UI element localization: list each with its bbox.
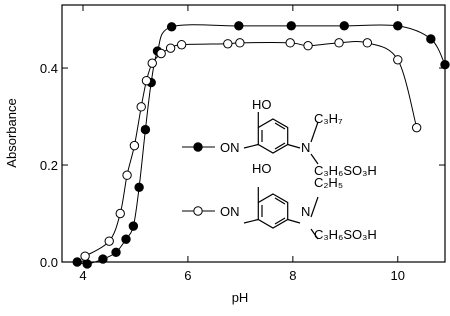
data-point [334, 38, 344, 48]
data-point [426, 34, 436, 44]
data-point [223, 39, 233, 49]
data-point [147, 58, 157, 68]
data-point [285, 38, 295, 48]
x-tick-label: 10 [391, 268, 405, 283]
data-point [136, 102, 146, 112]
y-tick-label: 0.2 [40, 158, 58, 173]
plot-frame [61, 4, 446, 263]
data-point [286, 21, 296, 31]
data-point [303, 41, 313, 51]
data-point [111, 247, 121, 258]
structure-amine: N [301, 140, 310, 155]
data-point [141, 75, 152, 86]
legend-marker [193, 142, 203, 152]
data-point [115, 208, 125, 219]
structure-r2: C₃H₆SO₃H [314, 163, 377, 178]
structure-nitroso: ON [220, 140, 240, 155]
data-point [122, 170, 132, 180]
data-point [362, 38, 373, 48]
data-point [134, 182, 144, 193]
data-point [128, 221, 139, 231]
data-point [98, 254, 108, 264]
data-point [440, 59, 450, 70]
x-axis-label: pH [232, 290, 249, 305]
data-point [235, 38, 245, 48]
structure-hydroxy: HO [252, 161, 272, 176]
data-point [121, 234, 131, 244]
data-point [82, 259, 92, 269]
structure-r1: C₂H₅ [314, 175, 343, 190]
structure-amine: N [301, 204, 310, 219]
data-point [104, 236, 114, 246]
structure-hydroxy: HO [252, 97, 272, 112]
structure-r2: C₃H₆SO₃H [314, 227, 377, 242]
data-point [176, 40, 187, 50]
data-point [129, 140, 140, 151]
x-tick-label: 4 [79, 268, 86, 283]
data-point [339, 21, 349, 31]
data-point [80, 251, 90, 261]
data-point [72, 257, 82, 267]
data-point [393, 55, 403, 65]
data-point [140, 124, 151, 135]
y-tick-label: 0.4 [40, 61, 58, 76]
data-point [166, 22, 177, 32]
data-point [156, 48, 166, 59]
x-tick-label: 8 [289, 268, 296, 283]
data-point [165, 43, 176, 53]
y-axis-label: Absorbance [4, 98, 19, 167]
structure-r1: C₃H₇ [314, 111, 343, 126]
x-tick-label: 6 [184, 268, 191, 283]
data-point [411, 122, 422, 133]
structures [243, 112, 319, 240]
y-tick-label: 0.0 [40, 255, 58, 270]
data-point [393, 21, 403, 31]
data-point [234, 21, 244, 31]
legend-marker [193, 206, 203, 216]
structure-nitroso: ON [220, 204, 240, 219]
